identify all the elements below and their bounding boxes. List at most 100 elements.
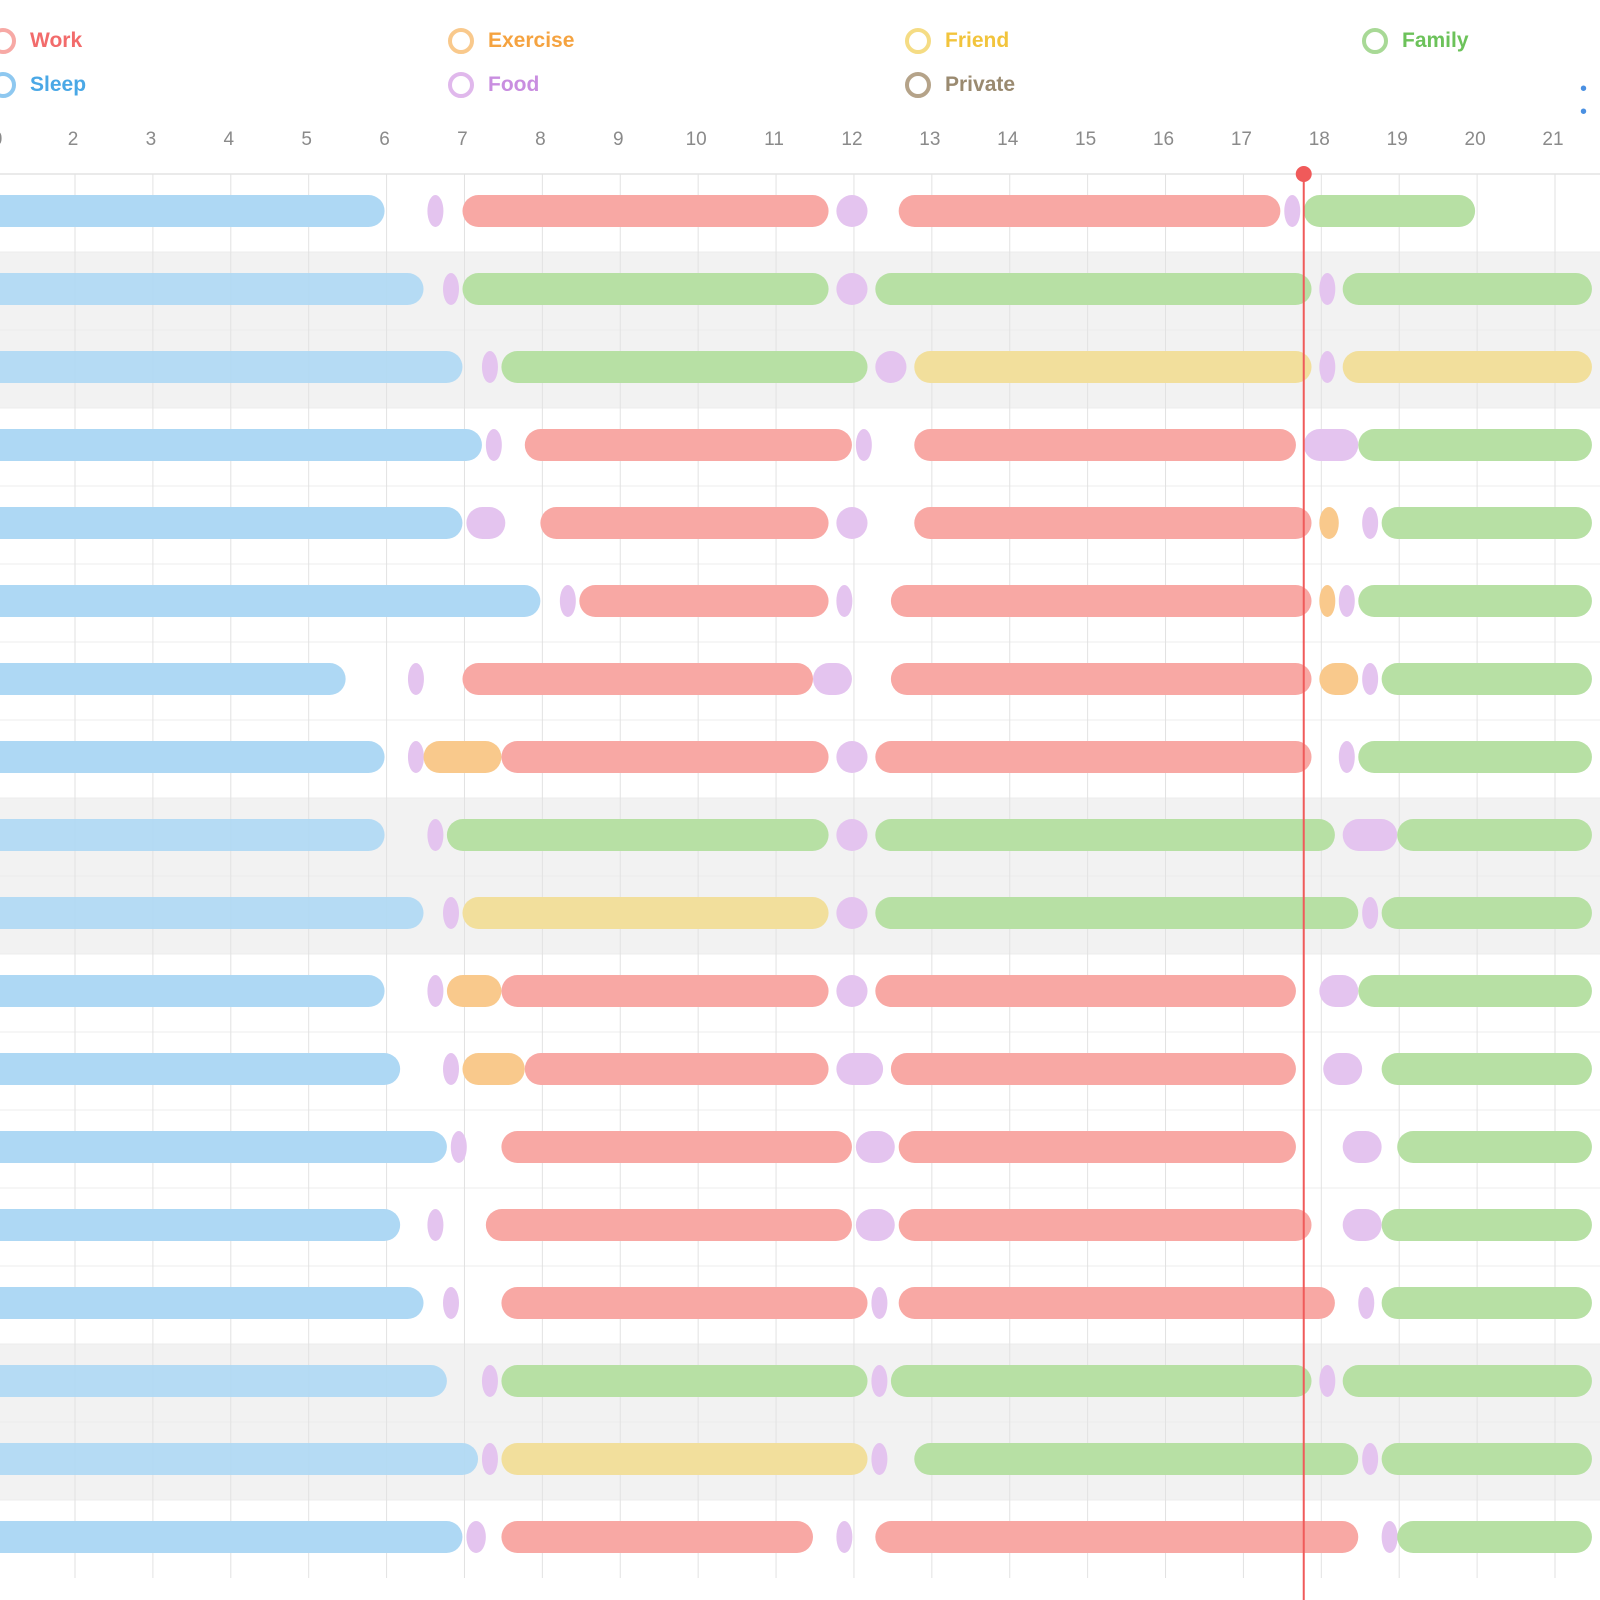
segment-work (501, 1521, 813, 1553)
segment-family (1342, 1365, 1592, 1397)
legend-item-exercise[interactable]: Exercise (448, 28, 574, 54)
segment-family (1381, 1287, 1592, 1319)
segment-friend (501, 1443, 868, 1475)
segment-sleep (0, 1443, 479, 1475)
segment-food (1362, 1443, 1379, 1475)
segment-work (501, 1287, 868, 1319)
segment-work (875, 975, 1296, 1007)
segment-food (836, 819, 868, 851)
segment-food (836, 195, 868, 227)
segment-food (1342, 819, 1398, 851)
legend-item-sleep[interactable]: Sleep (0, 72, 86, 98)
segment-work (914, 507, 1312, 539)
segment-food (836, 1521, 853, 1553)
family-icon (1362, 28, 1388, 54)
segment-food (1342, 1209, 1382, 1241)
segment-work (898, 1131, 1296, 1163)
legend-label-food: Food (488, 73, 540, 96)
segment-sleep (0, 1287, 424, 1319)
segment-family (875, 819, 1335, 851)
segment-exercise (1319, 663, 1359, 695)
segment-sleep (0, 1053, 401, 1085)
segment-family (1358, 585, 1592, 617)
x-tick-label-20: 20 (1465, 129, 1486, 150)
legend: Work Sleep Exercise Food Friend Private … (0, 0, 1600, 123)
segment-food (1338, 585, 1355, 617)
segment-exercise (446, 975, 502, 1007)
legend-label-work: Work (30, 29, 83, 52)
segment-work (501, 975, 829, 1007)
segment-work (579, 585, 829, 617)
segment-sleep (0, 897, 424, 929)
segment-work (898, 195, 1281, 227)
segment-family (1358, 429, 1592, 461)
segment-sleep (0, 1521, 463, 1553)
x-tick-label-18: 18 (1309, 129, 1330, 150)
segment-exercise (1319, 507, 1339, 539)
segment-food (836, 507, 868, 539)
legend-item-private[interactable]: Private (905, 72, 1015, 98)
segment-sleep (0, 1209, 401, 1241)
segment-family (1342, 273, 1592, 305)
segment-family (1358, 741, 1592, 773)
legend-item-food[interactable]: Food (448, 72, 539, 98)
x-tick-label-5: 5 (301, 129, 312, 150)
segment-food (871, 1443, 888, 1475)
x-tick-label-9: 9 (613, 129, 624, 150)
segment-food (481, 1365, 498, 1397)
segment-food (813, 663, 852, 695)
segment-work (914, 429, 1296, 461)
segment-food (443, 1053, 459, 1085)
segment-family (1381, 1053, 1592, 1085)
segment-work (898, 1209, 1312, 1241)
segment-food (466, 507, 506, 539)
segment-work (890, 585, 1312, 617)
segment-family (1381, 663, 1592, 695)
segment-food (443, 1287, 459, 1319)
work-icon (0, 28, 16, 54)
segment-food (875, 351, 907, 383)
segment-sleep (0, 1131, 447, 1163)
segment-friend (1342, 351, 1592, 383)
segment-food (1323, 1053, 1363, 1085)
segment-food (855, 1131, 895, 1163)
x-tick-label-3: 3 (146, 129, 157, 150)
segment-sleep (0, 195, 385, 227)
segment-family (1397, 819, 1592, 851)
segment-work (875, 741, 1312, 773)
x-tick-label-8: 8 (535, 129, 546, 150)
segment-family (914, 1443, 1359, 1475)
segment-food (1362, 507, 1379, 539)
x-tick-label-11: 11 (764, 129, 784, 150)
legend-label-family: Family (1402, 29, 1469, 52)
segment-friend (462, 897, 829, 929)
segment-work (890, 1053, 1296, 1085)
segment-family (1303, 195, 1476, 227)
segment-food (1338, 741, 1355, 773)
segment-sleep (0, 975, 385, 1007)
segment-family (1381, 507, 1592, 539)
legend-item-work[interactable]: Work (0, 28, 82, 54)
legend-label-private: Private (945, 73, 1016, 96)
segment-work (524, 429, 852, 461)
legend-label-exercise: Exercise (488, 29, 575, 52)
legend-item-family[interactable]: Family (1362, 28, 1469, 54)
segment-sleep (0, 663, 346, 695)
legend-item-friend[interactable]: Friend (905, 28, 1009, 54)
x-tick-label-6: 6 (379, 129, 390, 150)
segment-work (890, 663, 1312, 695)
segment-food (836, 741, 868, 773)
x-tick-label-17: 17 (1231, 129, 1252, 150)
segment-food (836, 273, 868, 305)
segment-family (1381, 1443, 1592, 1475)
segment-food (407, 663, 424, 695)
segment-food (466, 1521, 486, 1553)
segment-food (836, 975, 868, 1007)
segment-food (871, 1365, 888, 1397)
segment-food (836, 897, 868, 929)
exercise-icon (448, 28, 474, 54)
segment-sleep (0, 819, 385, 851)
segment-family (462, 273, 829, 305)
segment-food (1319, 273, 1336, 305)
